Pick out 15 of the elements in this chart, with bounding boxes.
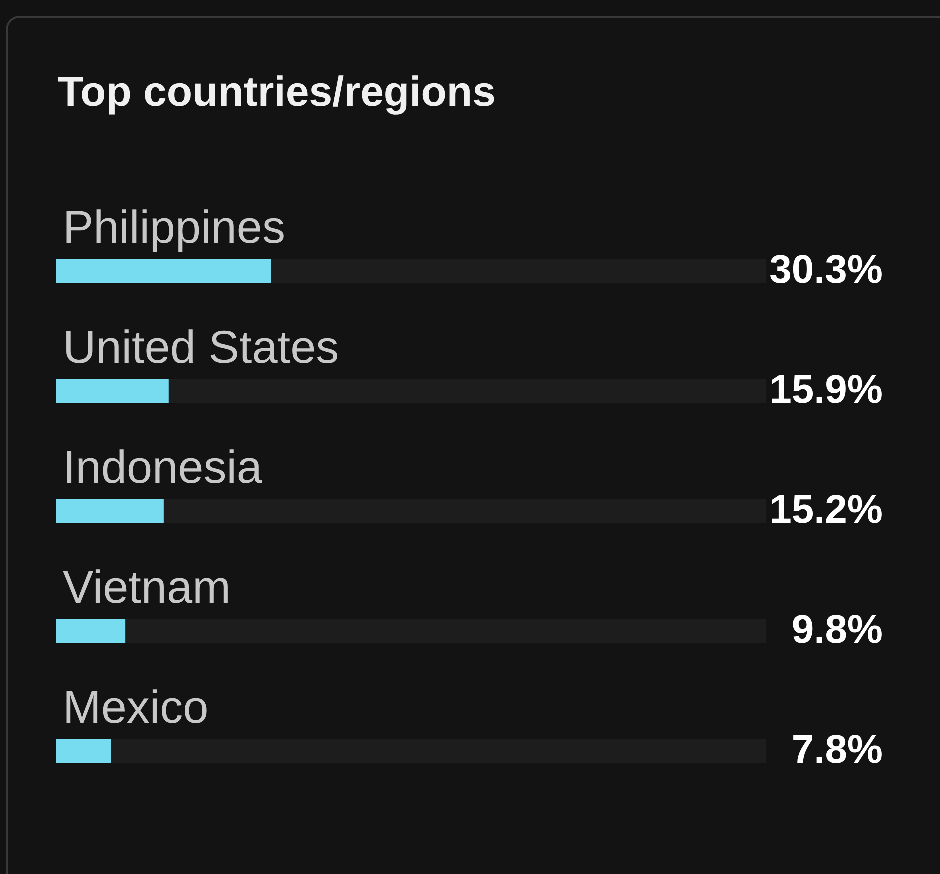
bar xyxy=(56,379,169,403)
data-label: 30.3% xyxy=(770,248,883,292)
data-label: 15.9% xyxy=(770,368,883,412)
data-label: 15.2% xyxy=(770,488,883,532)
y-tick-label: Vietnam xyxy=(63,561,231,613)
y-tick-label: United States xyxy=(63,321,340,373)
data-label: 9.8% xyxy=(792,608,883,652)
bar xyxy=(56,739,112,763)
y-tick-label: Mexico xyxy=(63,681,209,733)
bar xyxy=(56,619,126,643)
y-tick-label: Indonesia xyxy=(63,441,263,493)
chart-title: Top countries/regions xyxy=(58,68,496,115)
bar xyxy=(56,499,164,523)
data-label: 7.8% xyxy=(792,728,883,772)
y-tick-label: Philippines xyxy=(63,201,286,253)
